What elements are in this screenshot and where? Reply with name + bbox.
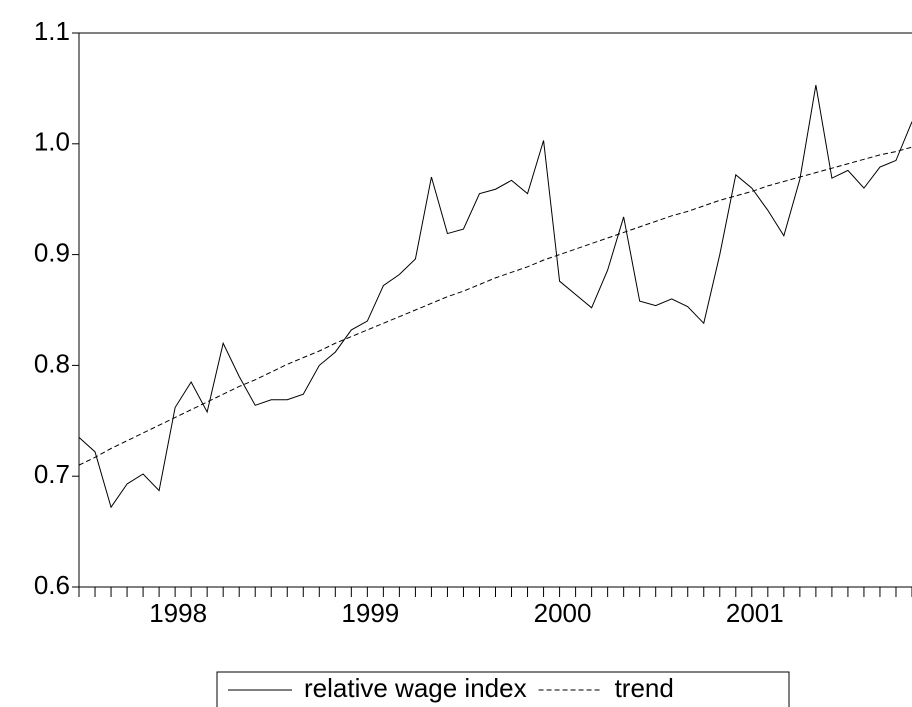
plot-frame <box>78 32 912 588</box>
y-tick-label: 0.7 <box>34 459 70 489</box>
y-tick-label: 0.9 <box>34 237 70 267</box>
y-tick-label: 0.8 <box>34 348 70 378</box>
x-tick-label: 1998 <box>149 598 207 628</box>
x-tick-label: 2001 <box>726 598 784 628</box>
series-line <box>78 84 912 509</box>
series-line <box>78 146 912 466</box>
y-tick-label: 0.6 <box>34 570 70 600</box>
x-tick-label: 1999 <box>341 598 399 628</box>
x-tick-label: 2000 <box>534 598 592 628</box>
legend-box <box>216 671 790 707</box>
y-tick-label: 1.1 <box>34 16 70 46</box>
y-tick-label: 1.0 <box>34 127 70 157</box>
legend-label: trend <box>615 673 674 703</box>
legend-label: relative wage index <box>304 673 527 703</box>
